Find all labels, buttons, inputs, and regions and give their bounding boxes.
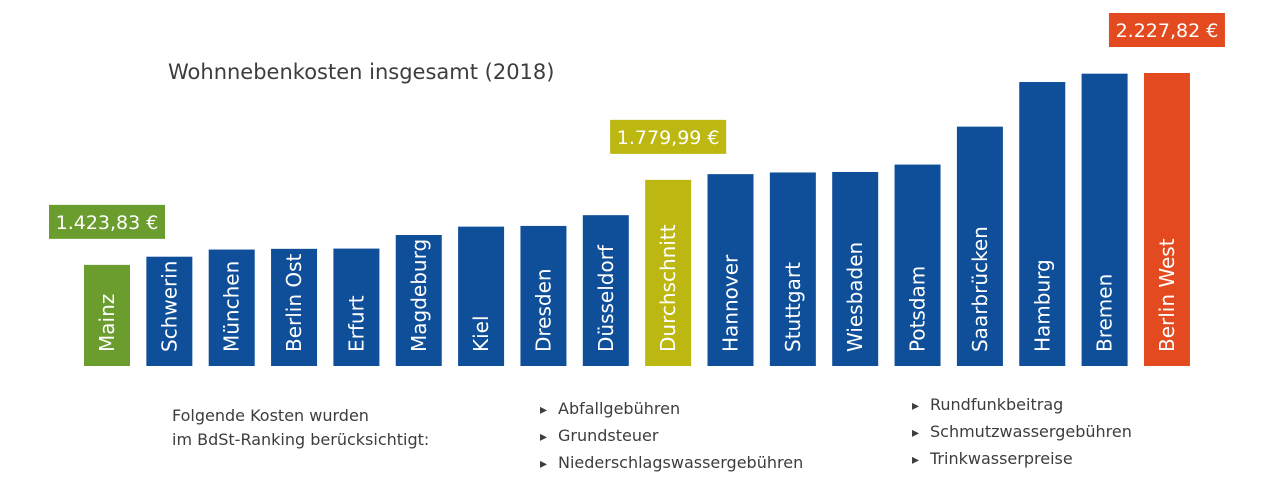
bar-hamburg [1019,82,1066,366]
category-label: Saarbrücken [968,226,992,352]
value-label: 1.779,99 € [617,127,720,149]
category-label: Berlin West [1155,238,1179,352]
value-label: 1.423,83 € [56,212,159,234]
cost-item: Rundfunkbeitrag [912,392,1132,419]
category-label: Kiel [469,315,493,352]
category-label: Berlin Ost [282,253,306,352]
bar-bremen [1081,73,1128,367]
value-callout-box [1108,13,1225,47]
category-label: Stuttgart [781,262,805,352]
bar-stuttgart [769,172,816,366]
category-label: Hannover [719,254,743,352]
bar-potsdam [894,164,941,366]
category-label: Durchschnitt [656,224,680,352]
bar-saarbrücken [956,126,1003,366]
cost-item: Niederschlagswassergebühren [540,450,803,477]
category-label: Bremen [1093,274,1117,352]
category-label: Dresden [531,268,555,352]
value-callout-box [610,119,727,154]
cost-item: Schmutzwassergebühren [912,419,1132,446]
category-label: Düsseldorf [594,244,618,352]
bar-münchen [208,249,255,366]
bar-berlin-ost [271,248,318,366]
value-callout: 1.779,99 € [610,119,727,154]
category-label: Hamburg [1030,259,1054,352]
cost-list-1: Abfallgebühren Grundsteuer Niederschlags… [540,396,803,477]
category-label: Wiesbaden [843,242,867,352]
bar-berlin-west [1143,73,1190,366]
category-label: Schwerin [157,261,181,352]
cost-item: Grundsteuer [540,423,803,450]
bar-schwerin [146,256,193,366]
cost-list-2: Rundfunkbeitrag Schmutzwassergebühren Tr… [912,392,1132,473]
bar-kiel [458,226,505,366]
value-label: 2.227,82 € [1116,20,1219,42]
cost-item: Trinkwasserpreise [912,446,1132,473]
value-callout: 2.227,82 € [1108,13,1225,47]
cost-note-line-2: im BdSt-Ranking berücksichtigt: [172,430,430,449]
bar-mainz [84,264,130,366]
category-label: München [220,261,244,352]
category-label: Erfurt [344,295,368,352]
category-label: Potsdam [906,266,930,352]
category-label: Mainz [95,294,119,352]
bar-düsseldorf [582,215,629,366]
bar-magdeburg [395,234,442,366]
bar-wiesbaden [832,171,879,366]
cost-note-line-1: Folgende Kosten wurden [172,406,369,425]
value-callout: 1.423,83 € [49,204,165,239]
bar-dresden [520,225,567,366]
bar-erfurt [333,248,380,366]
category-label: Magdeburg [407,239,431,352]
chart-title: Wohnnebenkosten insgesamt (2018) [168,60,555,84]
bar-durchschnitt [645,179,692,366]
cost-note: Folgende Kosten wurden im BdSt-Ranking b… [172,404,429,452]
cost-item: Abfallgebühren [540,396,803,423]
value-callout-box [49,204,165,239]
bar-hannover [707,174,754,366]
